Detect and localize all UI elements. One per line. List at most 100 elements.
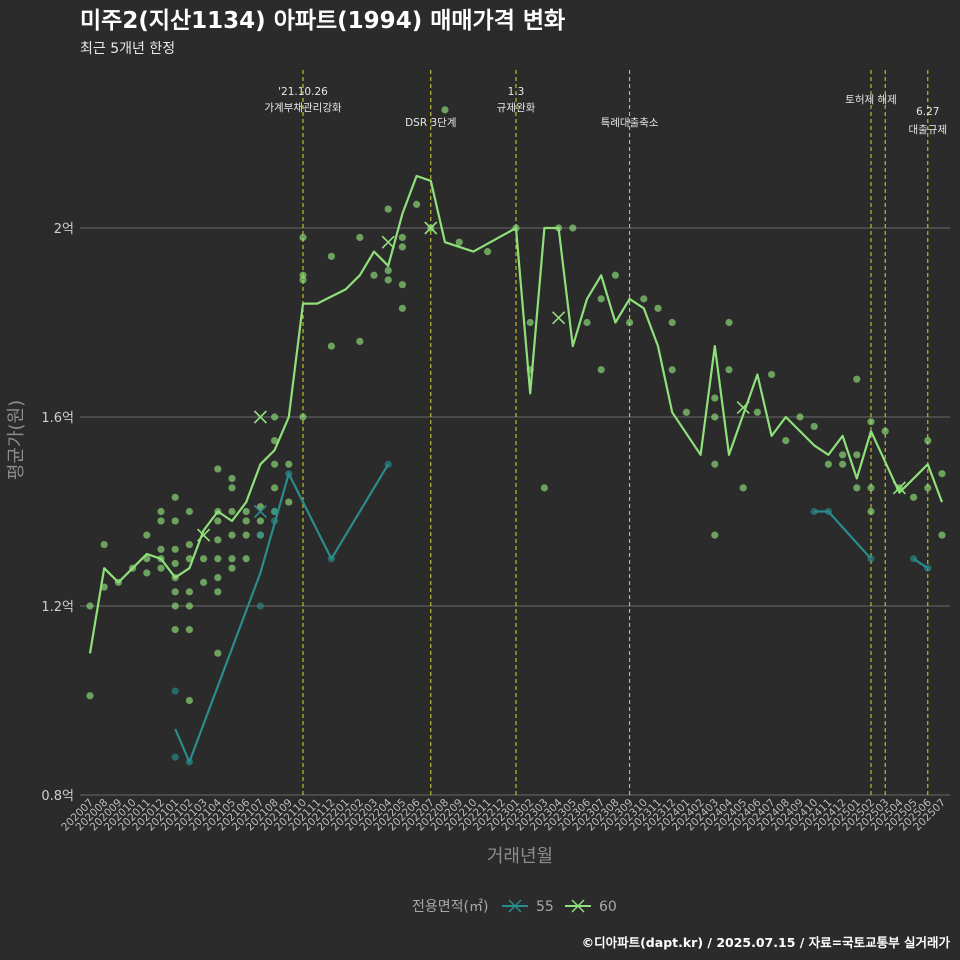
legend: 전용면적(㎡) 55 60 — [412, 899, 617, 915]
point-60 — [214, 465, 222, 473]
point-60 — [711, 531, 719, 539]
point-60 — [157, 545, 165, 553]
point-60 — [185, 696, 193, 705]
point-60 — [782, 437, 790, 445]
point-60 — [171, 545, 179, 553]
point-60 — [228, 564, 236, 572]
point-60 — [583, 318, 591, 327]
point-55 — [256, 531, 264, 539]
point-60 — [271, 437, 279, 445]
point-60 — [242, 517, 250, 525]
point-60 — [540, 484, 549, 492]
point-60 — [398, 243, 406, 251]
point-60 — [398, 304, 406, 312]
point-55 — [171, 687, 179, 695]
event-label: 토허제 해제 — [845, 93, 897, 106]
point-60 — [384, 266, 392, 275]
point-60 — [171, 517, 179, 525]
x-axis-title: 거래년월 — [487, 846, 553, 867]
point-60 — [185, 626, 193, 634]
event-date-label: 1.3 — [508, 86, 525, 98]
point-60 — [626, 318, 634, 327]
marker-60 — [892, 481, 906, 495]
point-60 — [413, 200, 421, 208]
series-line-55 — [814, 510, 872, 560]
marker-60 — [552, 311, 566, 325]
point-60 — [143, 531, 151, 539]
marker-60 — [197, 528, 211, 542]
point-60 — [725, 366, 733, 374]
point-60 — [753, 408, 762, 416]
point-60 — [100, 540, 108, 549]
point-60 — [924, 437, 932, 445]
legend-label-55: 55 — [536, 899, 554, 915]
point-60 — [271, 460, 279, 468]
point-60 — [867, 507, 875, 516]
point-60 — [327, 342, 335, 350]
y-tick-label: 1.6억 — [41, 411, 74, 426]
point-60 — [256, 517, 264, 525]
event-label: 가계부채관리강화 — [264, 102, 342, 114]
y-tick-label: 2억 — [54, 222, 74, 237]
point-60 — [285, 460, 293, 468]
series-line-60 — [88, 174, 944, 654]
point-60 — [654, 304, 662, 312]
series-line-55 — [912, 557, 929, 570]
point-60 — [484, 248, 492, 256]
point-60 — [228, 507, 236, 516]
point-60 — [299, 276, 307, 284]
x-axis: 2020072020082020092020102020112020122021… — [59, 796, 948, 833]
point-60 — [611, 271, 620, 279]
chart-subtitle: 최근 5개년 한정 — [80, 41, 175, 57]
point-60 — [242, 555, 250, 563]
point-60 — [526, 318, 534, 327]
point-60 — [938, 531, 946, 539]
point-60 — [228, 474, 236, 483]
point-55 — [171, 753, 179, 761]
point-60 — [441, 106, 449, 114]
plot-area — [86, 106, 946, 766]
point-60 — [228, 484, 236, 492]
point-60 — [398, 233, 406, 242]
y-axis-title: 평균가(원) — [6, 400, 27, 480]
event-label: DSR 3단계 — [405, 117, 456, 129]
point-60 — [384, 205, 392, 213]
point-60 — [569, 224, 577, 232]
y-tick-label: 1.2억 — [41, 600, 74, 615]
legend-label-60: 60 — [599, 899, 617, 915]
point-60 — [185, 540, 193, 549]
point-60 — [597, 366, 605, 374]
point-60 — [214, 517, 222, 525]
point-60 — [711, 413, 719, 421]
event-date-label: 6.27 — [916, 106, 939, 118]
point-60 — [143, 569, 151, 577]
point-60 — [214, 588, 222, 596]
point-60 — [171, 493, 179, 501]
point-60 — [384, 276, 392, 284]
point-60 — [711, 394, 719, 402]
point-60 — [171, 559, 179, 568]
point-60 — [86, 692, 94, 700]
point-60 — [853, 484, 861, 492]
point-60 — [214, 649, 222, 657]
point-60 — [228, 555, 236, 563]
point-60 — [597, 295, 605, 303]
event-label: 대출규제 — [908, 124, 947, 136]
caption: ©디아파트(dapt.kr) / 2025.07.15 / 자료=국토교통부 실… — [582, 935, 951, 950]
y-axis: 0.8억 1.2억 1.6억 2억 — [41, 222, 74, 804]
point-60 — [228, 531, 236, 539]
point-60 — [214, 536, 222, 544]
point-60 — [242, 507, 250, 516]
marker-60 — [736, 400, 750, 415]
point-60 — [839, 460, 847, 468]
point-60 — [157, 507, 165, 516]
point-60 — [214, 555, 222, 563]
point-60 — [853, 451, 861, 459]
y-tick-label: 0.8억 — [41, 789, 74, 804]
point-60 — [938, 470, 946, 478]
event-label: 특례대출축소 — [601, 117, 659, 129]
point-60 — [668, 366, 676, 374]
point-60 — [200, 555, 208, 563]
point-60 — [214, 574, 222, 582]
